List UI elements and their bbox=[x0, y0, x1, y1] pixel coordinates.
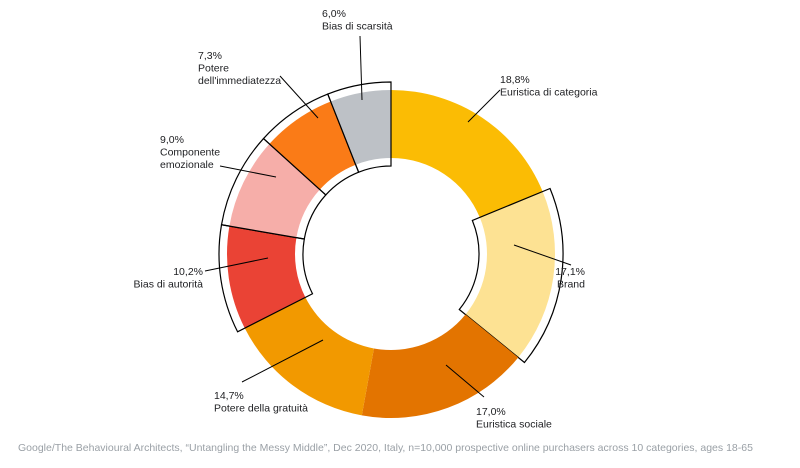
value-label-componente-emozionale: 9,0% bbox=[160, 134, 184, 146]
value-label-potere-dell-immediatezza: 7,3% bbox=[198, 50, 222, 62]
label-bias-di-scarsita: 6,0% Bias di scarsità bbox=[322, 8, 393, 33]
leader-line-bias-di-scarsita bbox=[359, 35, 363, 101]
slice-brand bbox=[465, 191, 555, 358]
label-potere-dell-immediatezza: 7,3% Potere dell'immediatezza bbox=[198, 50, 281, 87]
value-label-euristica-sociale: 17,0% bbox=[476, 406, 506, 418]
category-label-potere-della-gratuita: Potere della gratuità bbox=[214, 403, 308, 415]
source-footnote: Google/The Behavioural Architects, “Unta… bbox=[18, 442, 753, 454]
highlight-outline-brand bbox=[458, 187, 564, 364]
slice-euristica-sociale bbox=[361, 314, 519, 418]
label-brand: 17,1% Brand bbox=[555, 266, 585, 291]
category-label-brand: Brand bbox=[557, 279, 585, 291]
value-label-bias-di-scarsita: 6,0% bbox=[322, 8, 346, 20]
label-euristica-sociale: 17,0% Euristica sociale bbox=[476, 406, 552, 431]
highlight-outline-bias-di-scarsita bbox=[326, 81, 392, 173]
category-label-euristica-sociale: Euristica sociale bbox=[476, 419, 552, 431]
label-euristica-di-categoria: 18,8% Euristica di categoria bbox=[500, 74, 598, 99]
category-label-euristica-di-categoria: Euristica di categoria bbox=[500, 87, 598, 99]
leader-line-componente-emozionale bbox=[219, 165, 277, 178]
slice-potere-della-gratuita bbox=[244, 297, 374, 416]
category-label-potere-dell-immediatezza: dell'immediatezza bbox=[198, 75, 281, 87]
category-label-bias-di-autorita: Bias di autorità bbox=[134, 279, 204, 291]
label-componente-emozionale: 9,0% Componente emozionale bbox=[160, 134, 220, 171]
value-label-potere-della-gratuita: 14,7% bbox=[214, 390, 244, 402]
value-label-bias-di-autorita: 10,2% bbox=[173, 266, 203, 278]
category-label-bias-di-scarsita: Bias di scarsità bbox=[322, 21, 393, 33]
category-label-potere-dell-immediatezza: Potere bbox=[198, 63, 229, 75]
slice-componente-emozionale bbox=[229, 143, 320, 238]
slice-euristica-di-categoria bbox=[391, 90, 543, 218]
leader-line-euristica-di-categoria bbox=[467, 89, 501, 123]
leader-line-brand bbox=[513, 244, 572, 266]
slice-bias-di-autorita bbox=[226, 226, 306, 329]
leader-line-bias-di-autorita bbox=[204, 257, 269, 272]
label-bias-di-autorita: 10,2% Bias di autorità bbox=[134, 266, 204, 291]
label-potere-della-gratuita: 14,7% Potere della gratuità bbox=[214, 390, 308, 415]
leader-line-potere-della-gratuita bbox=[241, 339, 324, 383]
leader-line-potere-dell-immediatezza bbox=[279, 75, 319, 119]
value-label-euristica-di-categoria: 18,8% bbox=[500, 74, 530, 86]
value-label-brand: 17,1% bbox=[555, 266, 585, 278]
slice-potere-dell-immediatezza bbox=[269, 101, 356, 190]
leader-line-euristica-sociale bbox=[445, 364, 485, 398]
category-label-componente-emozionale: emozionale bbox=[160, 159, 214, 171]
slice-bias-di-scarsita bbox=[330, 90, 391, 165]
category-label-componente-emozionale: Componente bbox=[160, 147, 220, 159]
